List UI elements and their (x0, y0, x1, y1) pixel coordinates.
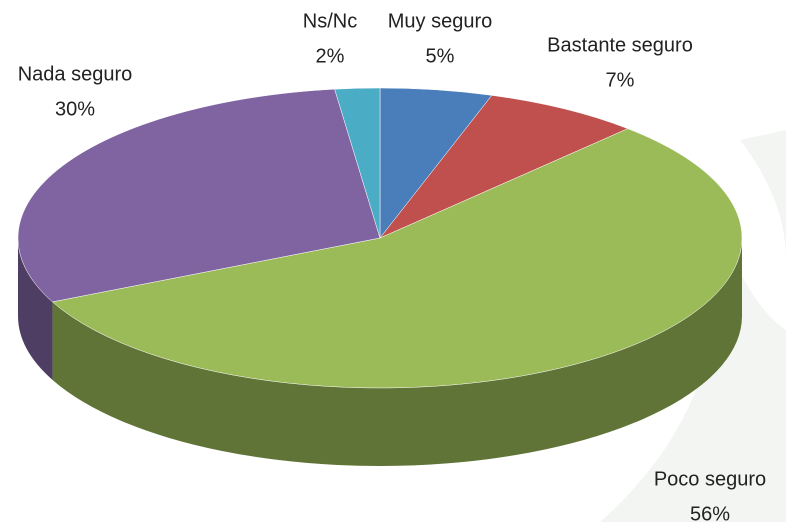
value-label: 56% (690, 503, 730, 522)
background-swoosh (740, 130, 786, 260)
category-label: Poco seguro (654, 468, 766, 490)
category-label: Nada seguro (18, 63, 133, 85)
slice (334, 87, 381, 239)
background-swoosh (600, 170, 786, 522)
slice-side (18, 238, 53, 380)
slice (17, 88, 381, 303)
value-label: 30% (55, 98, 95, 120)
category-label: Ns/Nc (303, 10, 357, 32)
slice (51, 128, 743, 389)
value-label: 2% (316, 45, 345, 67)
value-label: 5% (426, 45, 455, 67)
value-label: 7% (606, 69, 635, 91)
slice-side (52, 238, 743, 467)
category-label: Muy seguro (388, 10, 493, 32)
category-label: Bastante seguro (547, 34, 693, 56)
slice (379, 95, 629, 239)
